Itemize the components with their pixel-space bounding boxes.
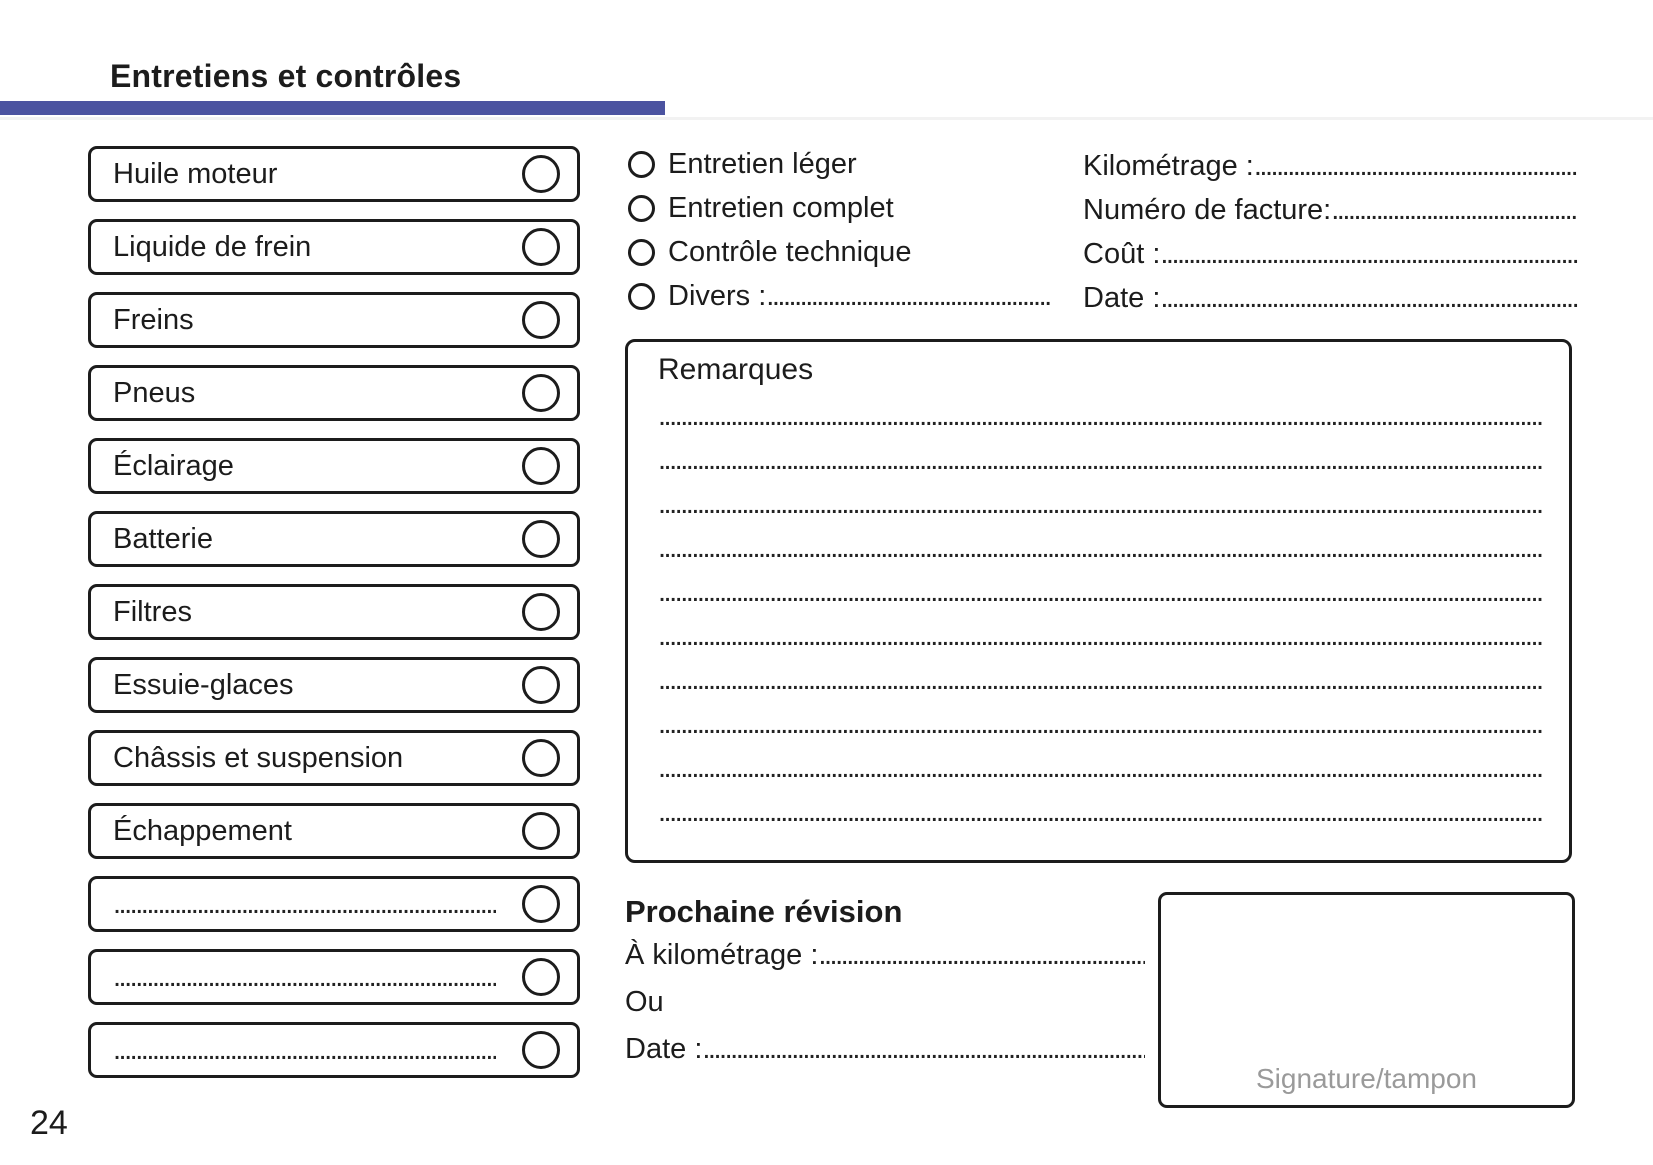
radio-circle[interactable]: [628, 282, 655, 310]
field-label: Numéro de facture:: [1083, 194, 1332, 226]
radio-circle[interactable]: [628, 238, 655, 266]
remarks-box: Remarques ..............................…: [625, 339, 1572, 863]
field-label: À kilométrage :: [625, 939, 819, 971]
next-service-km-row: À kilométrage :.........................…: [625, 932, 1145, 979]
check-circle[interactable]: [522, 155, 560, 193]
page-number: 24: [30, 1104, 68, 1142]
checklist-item-blank: ........................................…: [88, 1022, 580, 1078]
remarks-write-in-line[interactable]: ........................................…: [658, 576, 1542, 608]
option-divers: Divers :................................…: [628, 274, 1052, 318]
checklist-item-label: Freins: [113, 303, 194, 336]
checklist-item-filtres: Filtres: [88, 584, 580, 640]
checklist-item-label: Éclairage: [113, 449, 234, 482]
check-circle[interactable]: [522, 958, 560, 996]
field-numero-de-facture: Numéro de facture:......................…: [1083, 188, 1578, 232]
checklist-item-echappement: Échappement: [88, 803, 580, 859]
checklist-item-pneus: Pneus: [88, 365, 580, 421]
remarks-write-in-line[interactable]: ........................................…: [658, 708, 1542, 740]
remarks-write-in-line[interactable]: ........................................…: [658, 796, 1542, 828]
next-date-write-in-line[interactable]: ........................................…: [702, 1033, 1145, 1065]
blank-write-in-line[interactable]: ........................................…: [113, 960, 496, 993]
signature-label: Signature/tampon: [1255, 1063, 1478, 1094]
check-circle[interactable]: [522, 228, 560, 266]
blank-write-in-line[interactable]: ........................................…: [113, 887, 496, 920]
next-service-or-row: Ou: [625, 979, 1145, 1026]
record-fields: Kilométrage :...........................…: [1083, 144, 1578, 320]
checklist-item-eclairage: Éclairage: [88, 438, 580, 494]
field-date: Date :..................................…: [1083, 276, 1578, 320]
option-divers-line: Divers :................................…: [668, 280, 1052, 313]
header-divider: [0, 117, 1653, 120]
divers-write-in-line[interactable]: ........................................…: [766, 279, 1052, 312]
remarks-write-in-line[interactable]: ........................................…: [658, 664, 1542, 696]
checklist-item-label: Pneus: [113, 376, 196, 409]
remarks-write-in-line[interactable]: ........................................…: [658, 444, 1542, 476]
remarks-lines: ........................................…: [658, 394, 1542, 834]
checklist-item-label: Essuie-glaces: [113, 668, 294, 701]
radio-circle[interactable]: [628, 150, 655, 178]
check-circle[interactable]: [522, 1031, 560, 1069]
date-write-in-line[interactable]: ........................................…: [1160, 282, 1578, 314]
field-label: Date :: [1083, 282, 1161, 314]
field-label: Date :: [625, 1033, 703, 1065]
signature-stamp-area[interactable]: Signature/tampon: [1158, 892, 1575, 1108]
checklist-item-label: Batterie: [113, 522, 213, 555]
check-circle[interactable]: [522, 520, 560, 558]
next-km-write-in-line[interactable]: ........................................…: [818, 939, 1145, 971]
kilometrage-write-in-line[interactable]: ........................................…: [1253, 150, 1578, 182]
option-label: Entretien complet: [668, 191, 894, 224]
checklist-item-label: Châssis et suspension: [113, 741, 404, 774]
radio-circle[interactable]: [628, 194, 655, 222]
option-entretien-leger: Entretien léger: [628, 142, 1052, 186]
next-service-section: Prochaine révision À kilométrage :......…: [625, 892, 1145, 1073]
option-label: Entretien léger: [668, 147, 857, 180]
option-label: Contrôle technique: [668, 235, 912, 268]
checklist-item-liquide-de-frein: Liquide de frein: [88, 219, 580, 275]
field-label: Kilométrage :: [1083, 150, 1254, 182]
remarks-write-in-line[interactable]: ........................................…: [658, 752, 1542, 784]
remarks-write-in-line[interactable]: ........................................…: [658, 488, 1542, 520]
checklist-item-blank: ........................................…: [88, 876, 580, 932]
check-circle[interactable]: [522, 666, 560, 704]
check-circle[interactable]: [522, 593, 560, 631]
blank-write-in-line[interactable]: ........................................…: [113, 1033, 496, 1066]
check-circle[interactable]: [522, 739, 560, 777]
check-circle[interactable]: [522, 447, 560, 485]
field-kilometrage: Kilométrage :...........................…: [1083, 144, 1578, 188]
checklist-item-freins: Freins: [88, 292, 580, 348]
title-underline-bar: [0, 101, 665, 115]
remarks-write-in-line[interactable]: ........................................…: [658, 620, 1542, 652]
checklist-item-label: Liquide de frein: [113, 230, 312, 263]
next-service-date-row: Date :..................................…: [625, 1026, 1145, 1073]
remarks-write-in-line[interactable]: ........................................…: [658, 532, 1542, 564]
option-entretien-complet: Entretien complet: [628, 186, 1052, 230]
or-label: Ou: [625, 986, 664, 1018]
remarks-title: Remarques: [658, 353, 814, 386]
checklist-item-label: Huile moteur: [113, 157, 278, 190]
check-circle[interactable]: [522, 301, 560, 339]
checklist-item-label: Filtres: [113, 595, 192, 628]
check-circle[interactable]: [522, 812, 560, 850]
field-cout: Coût :..................................…: [1083, 232, 1578, 276]
option-controle-technique: Contrôle technique: [628, 230, 1052, 274]
maintenance-checklist: Huile moteur Liquide de frein Freins Pne…: [88, 146, 580, 1095]
checklist-item-blank: ........................................…: [88, 949, 580, 1005]
check-circle[interactable]: [522, 374, 560, 412]
checklist-item-huile-moteur: Huile moteur: [88, 146, 580, 202]
checklist-item-label: Échappement: [113, 814, 292, 847]
checklist-item-chassis-et-suspension: Châssis et suspension: [88, 730, 580, 786]
option-label: Divers :: [668, 279, 767, 312]
cout-write-in-line[interactable]: ........................................…: [1160, 238, 1578, 270]
checklist-item-batterie: Batterie: [88, 511, 580, 567]
check-circle[interactable]: [522, 885, 560, 923]
page-title: Entretiens et contrôles: [110, 58, 462, 94]
service-type-options: Entretien léger Entretien complet Contrô…: [628, 142, 1052, 318]
field-label: Coût :: [1083, 238, 1161, 270]
checklist-item-essuie-glaces: Essuie-glaces: [88, 657, 580, 713]
facture-write-in-line[interactable]: ........................................…: [1331, 194, 1578, 226]
remarks-write-in-line[interactable]: ........................................…: [658, 400, 1542, 432]
next-service-title: Prochaine révision: [625, 894, 903, 929]
